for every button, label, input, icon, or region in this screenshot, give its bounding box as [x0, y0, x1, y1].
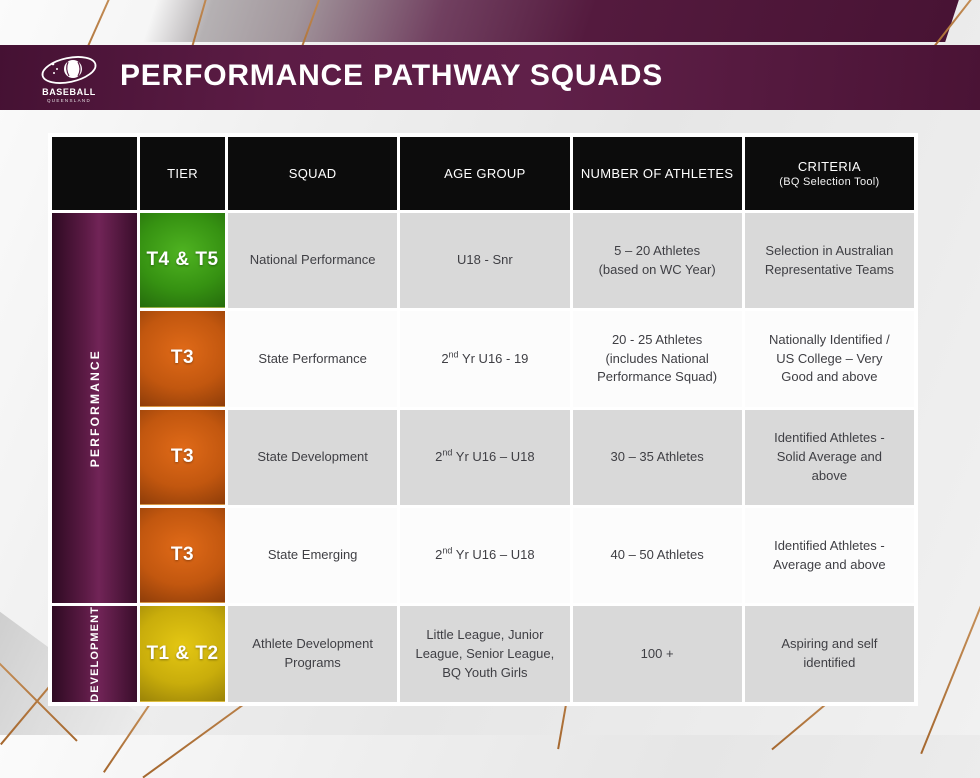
- age-group-text: Little League, Junior League, Senior Lea…: [414, 626, 555, 683]
- header-tier: TIER: [140, 137, 225, 210]
- athletes-main: 5 – 20 Athletes: [614, 242, 701, 258]
- group-label-performance: PERFORMANCE: [87, 348, 102, 468]
- tier-badge: T3: [140, 507, 225, 604]
- top-maroon-strip: [143, 0, 959, 42]
- criteria-text: Identified Athletes - Solid Average and …: [774, 429, 885, 483]
- athletes-cell: 5 – 20 Athletes (based on WC Year): [572, 213, 742, 309]
- tier-badge: T4 & T5: [140, 213, 225, 309]
- squad-cell: National Performance: [228, 213, 398, 309]
- criteria-cell: Aspiring and self identified: [744, 606, 914, 702]
- athletes-cell: 100 +: [572, 606, 742, 702]
- criteria-cell: Identified Athletes - Solid Average and …: [744, 409, 914, 505]
- squad-text: Athlete Development Programs: [252, 636, 373, 671]
- header-criteria-main: CRITERIA: [797, 159, 861, 174]
- age-group-text: U18 - Snr: [457, 251, 513, 270]
- criteria-text: Identified Athletes - Average and above: [773, 537, 886, 572]
- age-group-cell: 2nd Yr U16 – U18: [400, 507, 570, 604]
- athletes-cell: 30 – 35 Athletes: [572, 409, 742, 505]
- baseball-queensland-logo: BASEBALL QUEENSLAND: [34, 53, 104, 103]
- age-pre: 2: [435, 448, 443, 464]
- athletes-note: (includes National Performance Squad): [597, 350, 718, 385]
- squad-cell: State Performance: [228, 311, 398, 407]
- logo-text-queensland: QUEENSLAND: [46, 97, 91, 103]
- header-number-of-athletes: NUMBER OF ATHLETES: [572, 137, 742, 210]
- squad-cell: State Emerging: [228, 507, 398, 604]
- squad-text: State Performance: [258, 350, 367, 366]
- age-pre: Little League, Junior League, Senior Lea…: [415, 626, 555, 680]
- category-header-cell: [52, 137, 137, 210]
- criteria-text: Nationally Identified / US College – Ver…: [769, 331, 890, 385]
- criteria-cell: Nationally Identified / US College – Ver…: [744, 311, 914, 407]
- age-pre: U18 - Snr: [457, 252, 513, 268]
- athletes-main: 20 - 25 Athletes: [611, 331, 703, 347]
- age-pre: 2: [435, 547, 443, 563]
- squad-text: State Emerging: [267, 547, 358, 563]
- group-label-development: DEVELOPMENT: [88, 606, 101, 702]
- age-group-cell: 2nd Yr U16 – U18: [400, 409, 570, 505]
- criteria-cell: Selection in Australian Representative T…: [744, 213, 914, 309]
- header-criteria: CRITERIA (BQ Selection Tool): [744, 137, 914, 210]
- criteria-cell: Identified Athletes - Average and above: [744, 507, 914, 604]
- age-post: Yr U16 – U18: [452, 547, 535, 563]
- athletes-main: 30 – 35 Athletes: [610, 448, 704, 464]
- gold-line: [920, 595, 980, 755]
- group-bar-performance: PERFORMANCE: [52, 213, 137, 604]
- group-bar-development: DEVELOPMENT: [52, 606, 137, 702]
- age-group-cell: 2nd Yr U16 - 19: [400, 311, 570, 407]
- tier-badge: T3: [140, 409, 225, 505]
- athletes-note: (based on WC Year): [598, 261, 716, 277]
- age-sup: nd: [442, 447, 453, 458]
- athletes-main: 100 +: [640, 645, 674, 661]
- age-pre: 2: [441, 350, 449, 366]
- page-title: PERFORMANCE PATHWAY SQUADS: [120, 59, 664, 92]
- performance-pathway-table: TIER SQUAD AGE GROUP NUMBER OF ATHLETES …: [48, 133, 918, 706]
- age-group-cell: U18 - Snr: [400, 213, 570, 309]
- header-criteria-sub: (BQ Selection Tool): [779, 176, 880, 188]
- header-age-group: AGE GROUP: [400, 137, 570, 210]
- tier-badge: T1 & T2: [140, 606, 225, 702]
- age-sup: nd: [448, 349, 459, 360]
- logo-text-baseball: BASEBALL: [42, 86, 96, 97]
- age-group-text: 2nd Yr U16 - 19: [441, 350, 528, 369]
- age-group-text: 2nd Yr U16 – U18: [435, 448, 534, 467]
- age-post: Yr U16 – U18: [452, 448, 535, 464]
- squad-cell: State Development: [228, 409, 398, 505]
- tier-badge: T3: [140, 311, 225, 407]
- title-band: BASEBALL QUEENSLAND PERFORMANCE PATHWAY …: [0, 45, 980, 110]
- squad-cell: Athlete Development Programs: [228, 606, 398, 702]
- athletes-cell: 20 - 25 Athletes (includes National Perf…: [572, 311, 742, 407]
- criteria-text: Aspiring and self identified: [781, 636, 878, 671]
- age-sup: nd: [442, 545, 453, 556]
- criteria-text: Selection in Australian Representative T…: [764, 242, 894, 277]
- baseball-logo-icon: [41, 55, 97, 84]
- athletes-main: 40 – 50 Athletes: [610, 547, 704, 563]
- squad-text: State Development: [257, 448, 368, 464]
- age-group-cell: Little League, Junior League, Senior Lea…: [400, 606, 570, 702]
- squad-text: National Performance: [249, 252, 376, 268]
- athletes-cell: 40 – 50 Athletes: [572, 507, 742, 604]
- age-post: Yr U16 - 19: [458, 350, 529, 366]
- header-squad: SQUAD: [228, 137, 398, 210]
- age-group-text: 2nd Yr U16 – U18: [435, 546, 534, 565]
